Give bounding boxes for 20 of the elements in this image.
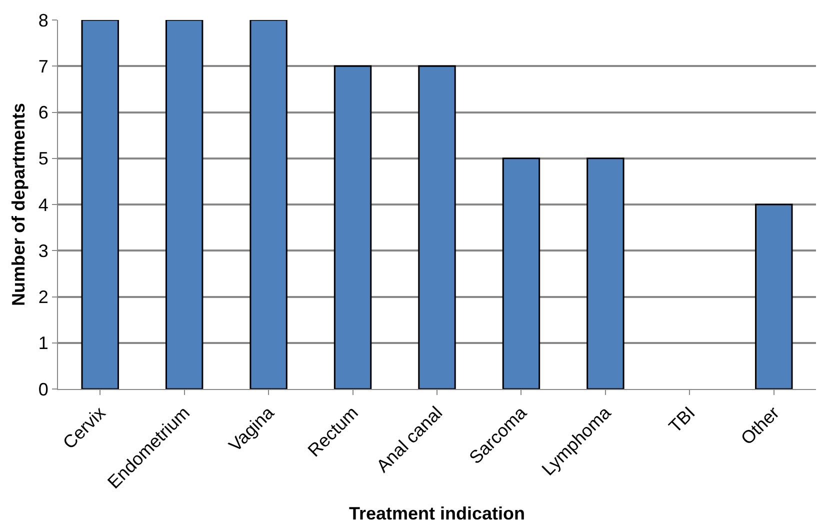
bar <box>81 20 119 389</box>
x-tick-label: TBI <box>664 402 699 437</box>
y-tick-label: 8 <box>38 10 48 30</box>
y-tick-label: 4 <box>38 194 48 215</box>
y-tick-label: 3 <box>38 240 48 261</box>
y-tick-label: 2 <box>38 287 48 308</box>
bar <box>755 204 793 389</box>
bar <box>165 20 204 389</box>
x-axis-title: Treatment indication <box>348 504 526 524</box>
bar <box>250 20 288 389</box>
y-tick-label: 6 <box>38 102 48 123</box>
y-axis-title: Number of departments <box>8 102 29 306</box>
y-tick-label: 0 <box>38 379 48 400</box>
y-tick-label: 7 <box>38 56 48 76</box>
bar <box>418 65 456 389</box>
bar <box>334 65 372 389</box>
y-tick-label: 5 <box>38 148 48 169</box>
y-tick-label: 1 <box>38 333 48 354</box>
bar <box>502 158 540 389</box>
bar <box>586 158 624 389</box>
